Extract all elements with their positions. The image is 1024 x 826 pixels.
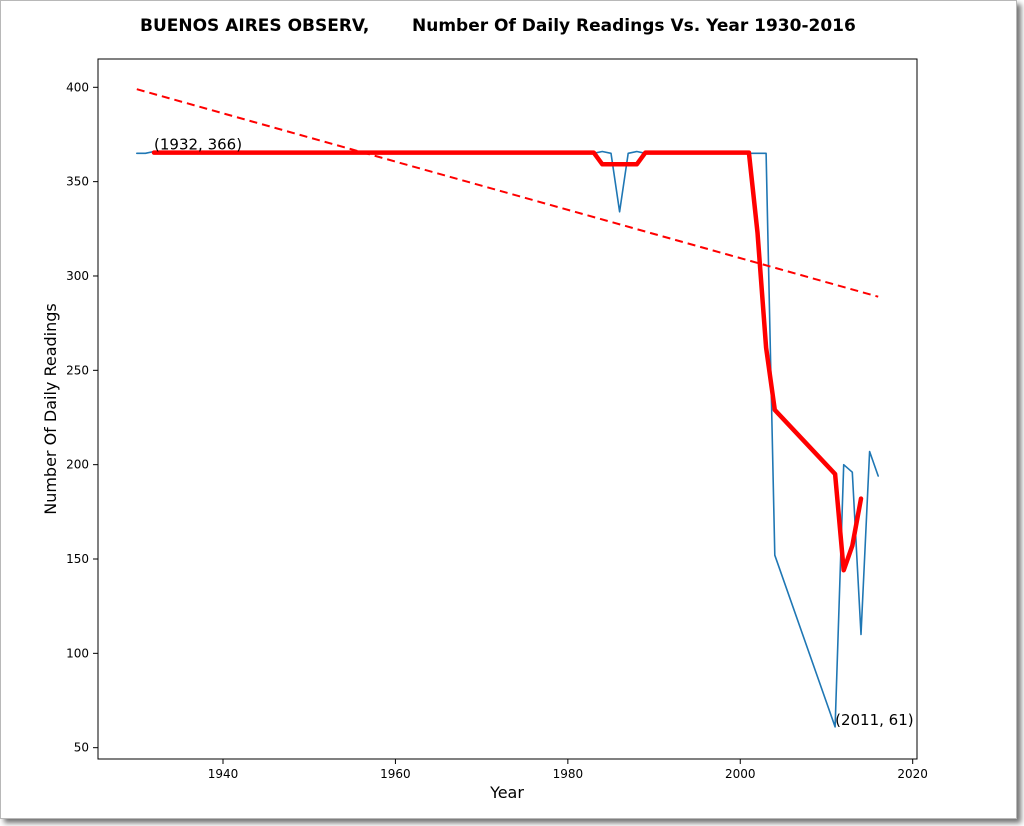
- y-tick-label: 50: [74, 741, 89, 755]
- x-tick-label: 2020: [897, 767, 928, 781]
- annotations: (1932, 366) (2011, 61): [154, 135, 914, 728]
- point-annotation: (1932, 366): [154, 135, 242, 153]
- y-tick-label: 150: [66, 552, 89, 566]
- x-tick-label: 1940: [208, 767, 239, 781]
- x-tick-label: 2000: [725, 767, 756, 781]
- y-axis-title: Number Of Daily Readings: [41, 303, 60, 515]
- y-tick-label: 400: [66, 80, 89, 94]
- point-annotation: (2011, 61): [835, 711, 914, 729]
- x-tick-label: 1980: [553, 767, 584, 781]
- smoothed-trend-line: [151, 150, 864, 573]
- y-tick-label: 250: [66, 363, 89, 377]
- y-tick-label: 100: [66, 646, 89, 660]
- x-tick-label: 1960: [380, 767, 411, 781]
- x-axis-title: Year: [489, 783, 524, 802]
- y-tick-label: 300: [66, 269, 89, 283]
- y-axis-ticks: 50 100 150 200 250 300 350 400: [66, 80, 98, 755]
- chart-title-station: BUENOS AIRES OBSERV,: [140, 16, 369, 36]
- y-tick-label: 350: [66, 175, 89, 189]
- linear-fit-line: [136, 88, 879, 298]
- series-layer: [136, 88, 880, 728]
- plot-area: [97, 58, 918, 760]
- chart-title-description: Number Of Daily Readings Vs. Year 1930-2…: [412, 16, 856, 36]
- y-tick-label: 200: [66, 458, 89, 472]
- x-axis-ticks: 1940 1960 1980 2000 2020: [208, 759, 928, 781]
